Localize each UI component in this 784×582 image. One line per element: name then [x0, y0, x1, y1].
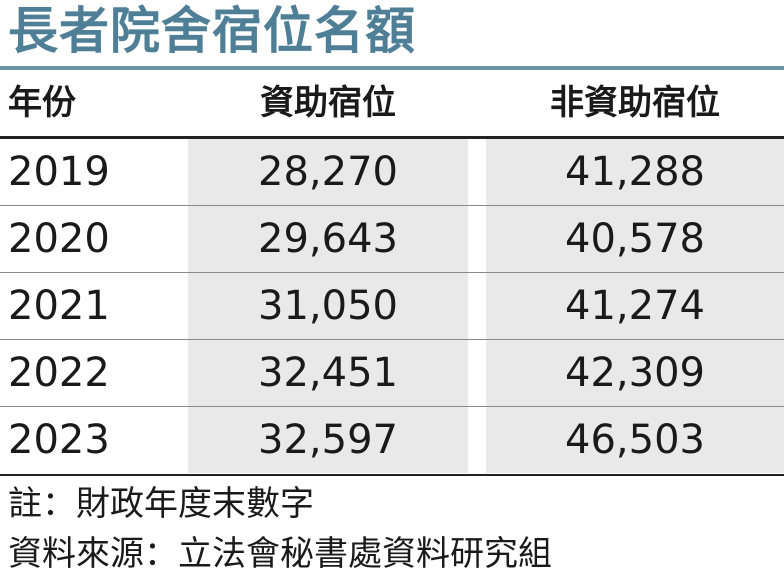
year-cell: 2023: [8, 417, 110, 463]
footnote: 註：財政年度末數字: [8, 484, 314, 524]
cell-shade: [188, 407, 468, 473]
cell-shade: [486, 407, 784, 473]
source-note: 資料來源：立法會秘書處資料研究組: [8, 534, 552, 574]
row-divider: [0, 272, 784, 273]
table-bottom-divider: [0, 474, 784, 476]
table-row: 2020 29,643 40,578: [0, 206, 784, 273]
table-title: 長者院舍宿位名額: [8, 2, 416, 60]
subsidised-cell: 31,050: [258, 283, 398, 329]
table-row: 2019 28,270 41,288: [0, 139, 784, 206]
year-cell: 2021: [8, 283, 110, 329]
cell-shade: [486, 273, 784, 339]
cell-shade: [486, 340, 784, 406]
subsidised-cell: 32,597: [258, 417, 398, 463]
cell-shade: [188, 139, 468, 205]
year-cell: 2019: [8, 149, 110, 195]
table-row: 2021 31,050 41,274: [0, 273, 784, 340]
non-subsidised-cell: 40,578: [565, 216, 705, 262]
cell-shade: [188, 206, 468, 272]
year-cell: 2022: [8, 350, 110, 396]
header-subsidised: 資助宿位: [260, 83, 396, 123]
row-divider: [0, 339, 784, 340]
subsidised-cell: 28,270: [258, 149, 398, 195]
title-divider: [0, 66, 784, 70]
non-subsidised-cell: 42,309: [565, 350, 705, 396]
non-subsidised-cell: 46,503: [565, 417, 705, 463]
non-subsidised-cell: 41,274: [565, 283, 705, 329]
subsidised-cell: 29,643: [258, 216, 398, 262]
row-divider: [0, 406, 784, 407]
cell-shade: [486, 206, 784, 272]
header-year: 年份: [8, 83, 76, 123]
header-divider: [0, 136, 784, 139]
non-subsidised-cell: 41,288: [565, 149, 705, 195]
header-non-subsidised: 非資助宿位: [550, 83, 720, 123]
row-divider: [0, 205, 784, 206]
table-row: 2023 32,597 46,503: [0, 407, 784, 474]
year-cell: 2020: [8, 216, 110, 262]
cell-shade: [188, 273, 468, 339]
subsidised-cell: 32,451: [258, 350, 398, 396]
table-header: 年份 資助宿位 非資助宿位: [0, 70, 784, 136]
cell-shade: [188, 340, 468, 406]
table-row: 2022 32,451 42,309: [0, 340, 784, 407]
cell-shade: [486, 139, 784, 205]
